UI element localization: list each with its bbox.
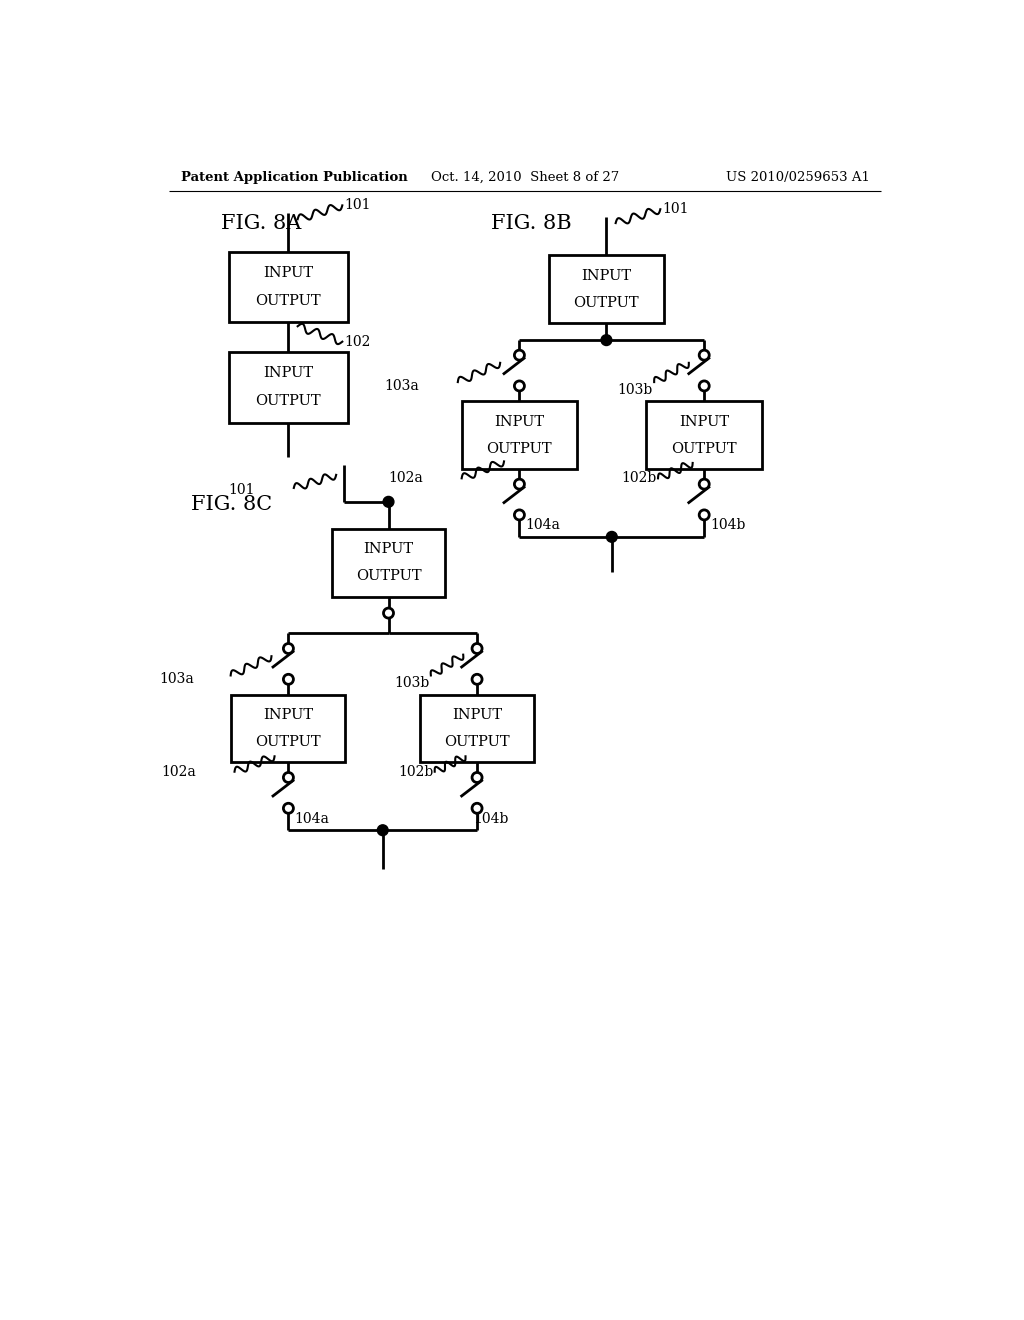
Text: INPUT: INPUT [263, 265, 313, 280]
Text: Oct. 14, 2010  Sheet 8 of 27: Oct. 14, 2010 Sheet 8 of 27 [431, 172, 618, 185]
Circle shape [284, 772, 294, 783]
Text: INPUT: INPUT [679, 414, 729, 429]
Circle shape [699, 479, 710, 490]
Text: INPUT: INPUT [263, 708, 313, 722]
Text: INPUT: INPUT [364, 543, 414, 556]
Text: 102a: 102a [161, 764, 196, 779]
Circle shape [606, 532, 617, 543]
Text: INPUT: INPUT [582, 269, 632, 282]
Bar [420, 694, 535, 763]
Text: OUTPUT: OUTPUT [486, 442, 552, 455]
Text: 103b: 103b [617, 383, 652, 397]
Circle shape [384, 609, 393, 618]
Text: 103a: 103a [385, 379, 419, 393]
Text: 102a: 102a [388, 471, 423, 486]
Text: 104b: 104b [711, 519, 745, 532]
Text: OUTPUT: OUTPUT [444, 735, 510, 750]
Bar [332, 529, 445, 597]
Circle shape [472, 772, 482, 783]
Bar [228, 252, 348, 322]
Text: 101: 101 [228, 483, 255, 498]
Bar [549, 256, 665, 323]
Text: INPUT: INPUT [452, 708, 502, 722]
Text: US 2010/0259653 A1: US 2010/0259653 A1 [726, 172, 869, 185]
Circle shape [284, 804, 294, 813]
Circle shape [699, 350, 710, 360]
Circle shape [284, 675, 294, 684]
Circle shape [472, 675, 482, 684]
Circle shape [514, 381, 524, 391]
Text: 102b: 102b [398, 764, 433, 779]
Text: 103a: 103a [159, 672, 194, 686]
Text: 101: 101 [663, 202, 689, 216]
Text: FIG. 8A: FIG. 8A [221, 214, 302, 234]
Circle shape [699, 510, 710, 520]
Text: INPUT: INPUT [495, 414, 545, 429]
Text: FIG. 8B: FIG. 8B [490, 214, 571, 234]
Circle shape [378, 825, 388, 836]
Bar [231, 694, 345, 763]
Text: 103b: 103b [394, 676, 429, 690]
Circle shape [383, 496, 394, 507]
Text: OUTPUT: OUTPUT [256, 395, 322, 408]
Text: OUTPUT: OUTPUT [672, 442, 737, 455]
Text: FIG. 8C: FIG. 8C [190, 495, 271, 515]
Circle shape [699, 381, 710, 391]
Circle shape [472, 804, 482, 813]
Text: Patent Application Publication: Patent Application Publication [180, 172, 408, 185]
Bar [462, 401, 578, 469]
Text: 104b: 104b [473, 812, 509, 826]
Text: OUTPUT: OUTPUT [256, 735, 322, 750]
Bar [228, 351, 348, 422]
Text: 101: 101 [345, 198, 371, 213]
Circle shape [284, 644, 294, 653]
Circle shape [514, 510, 524, 520]
Circle shape [514, 479, 524, 490]
Circle shape [472, 644, 482, 653]
Circle shape [601, 335, 611, 346]
Circle shape [514, 350, 524, 360]
Text: OUTPUT: OUTPUT [355, 569, 421, 583]
Text: INPUT: INPUT [263, 366, 313, 380]
Text: 104a: 104a [525, 519, 560, 532]
Text: OUTPUT: OUTPUT [573, 296, 639, 310]
Bar [646, 401, 762, 469]
Text: 102b: 102b [622, 471, 656, 486]
Text: 102: 102 [345, 335, 371, 348]
Text: 104a: 104a [295, 812, 330, 826]
Text: OUTPUT: OUTPUT [256, 294, 322, 308]
